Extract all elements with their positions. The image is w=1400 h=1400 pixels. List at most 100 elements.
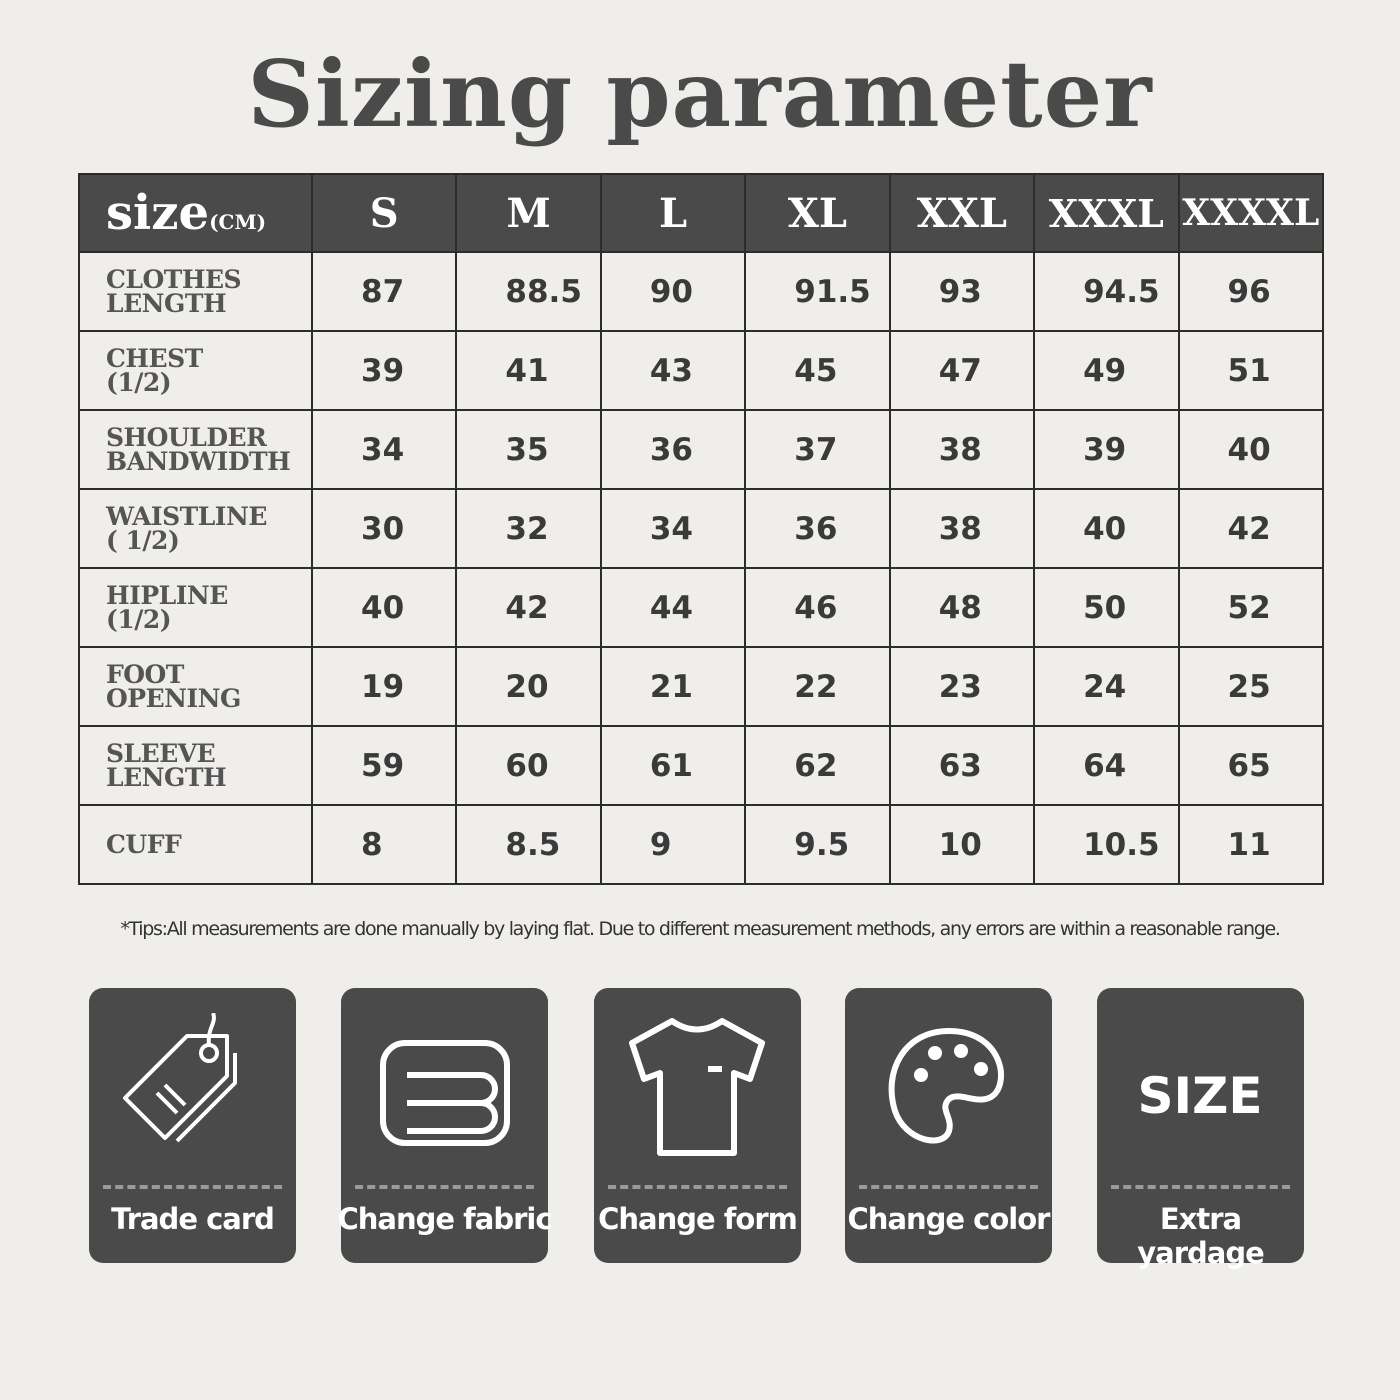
measurement-value: 24 xyxy=(1033,646,1180,727)
measurement-value: 49 xyxy=(1033,330,1180,411)
measurement-value: 23 xyxy=(888,646,1036,727)
size-header-xxl: XXL xyxy=(888,173,1036,253)
card-label: Change color xyxy=(847,1202,1051,1236)
size-table: size(CM) S M L XL XXL XXXL XXXXL CLOTHES LENGTH… xyxy=(78,173,1325,885)
measurement-value: 59 xyxy=(310,725,458,806)
size-unit-header: size(CM) xyxy=(78,173,313,253)
measurement-value: 39 xyxy=(310,330,458,411)
measurement-value: 20 xyxy=(455,646,602,727)
measurement-value: 88.5 xyxy=(455,251,602,332)
measurement-value: 9.5 xyxy=(744,804,891,885)
measurement-value: 60 xyxy=(455,725,602,806)
label-line-1: FOOT xyxy=(106,659,184,689)
size-icon: SIZE xyxy=(1137,1067,1262,1125)
measurement-value: 42 xyxy=(455,567,602,648)
table-row: CLOTHES LENGTH 87 88.5 90 91.5 93 94.5 96 xyxy=(78,251,1325,332)
unit-label: (CM) xyxy=(209,210,267,234)
measurement-value: 19 xyxy=(310,646,458,727)
measurement-value: 21 xyxy=(599,646,747,727)
card-label: Change fabric xyxy=(337,1202,552,1236)
measurement-value: 38 xyxy=(888,488,1036,569)
size-label: size xyxy=(106,185,210,241)
measurement-label: FOOT OPENING xyxy=(78,646,313,727)
size-header-m: M xyxy=(455,173,602,253)
measurement-value: 90 xyxy=(599,251,747,332)
size-header-l: L xyxy=(599,173,747,253)
measurement-label: SHOULDER BANDWIDTH xyxy=(78,409,313,490)
measurement-value: 91.5 xyxy=(744,251,891,332)
tshirt-icon xyxy=(629,1018,765,1156)
measurement-value: 65 xyxy=(1177,725,1325,806)
label-line-2: OPENING xyxy=(106,683,241,713)
size-header-s: S xyxy=(310,173,458,253)
label-line-1: CLOTHES xyxy=(106,264,242,294)
measurement-value: 51 xyxy=(1177,330,1325,411)
label-line-1: CHEST xyxy=(106,343,203,373)
measurement-value: 44 xyxy=(599,567,747,648)
size-header-xxxl: XXXL xyxy=(1033,173,1180,253)
measurement-value: 38 xyxy=(888,409,1036,490)
measurement-value: 10.5 xyxy=(1033,804,1180,885)
measurement-label: WAISTLINE( 1/2) xyxy=(78,488,313,569)
feature-card-trade-card: Trade card xyxy=(89,988,296,1263)
measurement-value: 42 xyxy=(1177,488,1325,569)
measurement-label: CLOTHES LENGTH xyxy=(78,251,313,332)
dashed-divider xyxy=(103,1185,282,1189)
measurement-value: 35 xyxy=(455,409,602,490)
table-row: CUFF 8 8.5 9 9.5 10 10.5 11 xyxy=(78,804,1325,885)
label-line-1: HIPLINE xyxy=(106,580,228,610)
measurement-value: 62 xyxy=(744,725,891,806)
measurement-value: 40 xyxy=(1033,488,1180,569)
label-line-2: (1/2) xyxy=(106,604,172,634)
measurement-value: 9 xyxy=(599,804,747,885)
card-label: Trade card xyxy=(111,1202,275,1236)
measurement-value: 36 xyxy=(744,488,891,569)
palette-icon xyxy=(888,1027,1004,1144)
label-line-2: ( 1/2) xyxy=(106,525,180,555)
tips-note: *Tips:All measurements are done manually… xyxy=(120,918,1281,940)
measurement-value: 8.5 xyxy=(455,804,602,885)
measurement-value: 34 xyxy=(599,488,747,569)
table-header-row: size(CM) S M L XL XXL XXXL XXXXL xyxy=(78,173,1325,253)
measurement-value: 43 xyxy=(599,330,747,411)
measurement-value: 40 xyxy=(1177,409,1325,490)
measurement-value: 11 xyxy=(1177,804,1325,885)
label-line-1: SHOULDER xyxy=(106,422,267,452)
fabric-icon xyxy=(380,1040,510,1146)
measurement-label: HIPLINE (1/2) xyxy=(78,567,313,648)
measurement-value: 52 xyxy=(1177,567,1325,648)
size-header-xxxxl: XXXXL xyxy=(1177,173,1325,253)
measurement-value: 32 xyxy=(455,488,602,569)
measurement-value: 40 xyxy=(310,567,458,648)
dashed-divider xyxy=(608,1185,787,1189)
measurement-value: 96 xyxy=(1177,251,1325,332)
measurement-value: 36 xyxy=(599,409,747,490)
svg-text:SIZE: SIZE xyxy=(1137,1067,1262,1125)
label-line-2: LENGTH xyxy=(106,762,227,792)
dashed-divider xyxy=(1111,1185,1290,1189)
measurement-value: 8 xyxy=(310,804,458,885)
page-title: Sizing parameter xyxy=(247,40,1153,148)
feature-card-change-form: Change form xyxy=(594,988,801,1263)
card-label: Extra yardage xyxy=(1137,1202,1265,1270)
measurement-value: 48 xyxy=(888,567,1036,648)
label-line-2: LENGTH xyxy=(106,288,227,318)
label-line-2: BANDWIDTH xyxy=(106,446,291,476)
table-row: WAISTLINE( 1/2) 30 32 34 36 38 40 42 xyxy=(78,488,1325,569)
measurement-label: CUFF xyxy=(78,804,313,885)
label-line-1: SLEEVE xyxy=(106,738,216,768)
tag-icon xyxy=(123,1013,237,1143)
table-row: SHOULDER BANDWIDTH 34 35 36 37 38 39 40 xyxy=(78,409,1325,490)
measurement-value: 30 xyxy=(310,488,458,569)
measurement-value: 47 xyxy=(888,330,1036,411)
measurement-value: 25 xyxy=(1177,646,1325,727)
feature-card-extra-yardage: SIZE Extra yardage xyxy=(1097,988,1304,1270)
measurement-value: 45 xyxy=(744,330,891,411)
measurement-value: 94.5 xyxy=(1033,251,1180,332)
measurement-value: 93 xyxy=(888,251,1036,332)
measurement-label: CHEST (1/2) xyxy=(78,330,313,411)
measurement-value: 10 xyxy=(888,804,1036,885)
measurement-value: 41 xyxy=(455,330,602,411)
label-line-1: WAISTLINE xyxy=(106,501,267,531)
feature-card-change-fabric: Change fabric xyxy=(337,988,553,1263)
